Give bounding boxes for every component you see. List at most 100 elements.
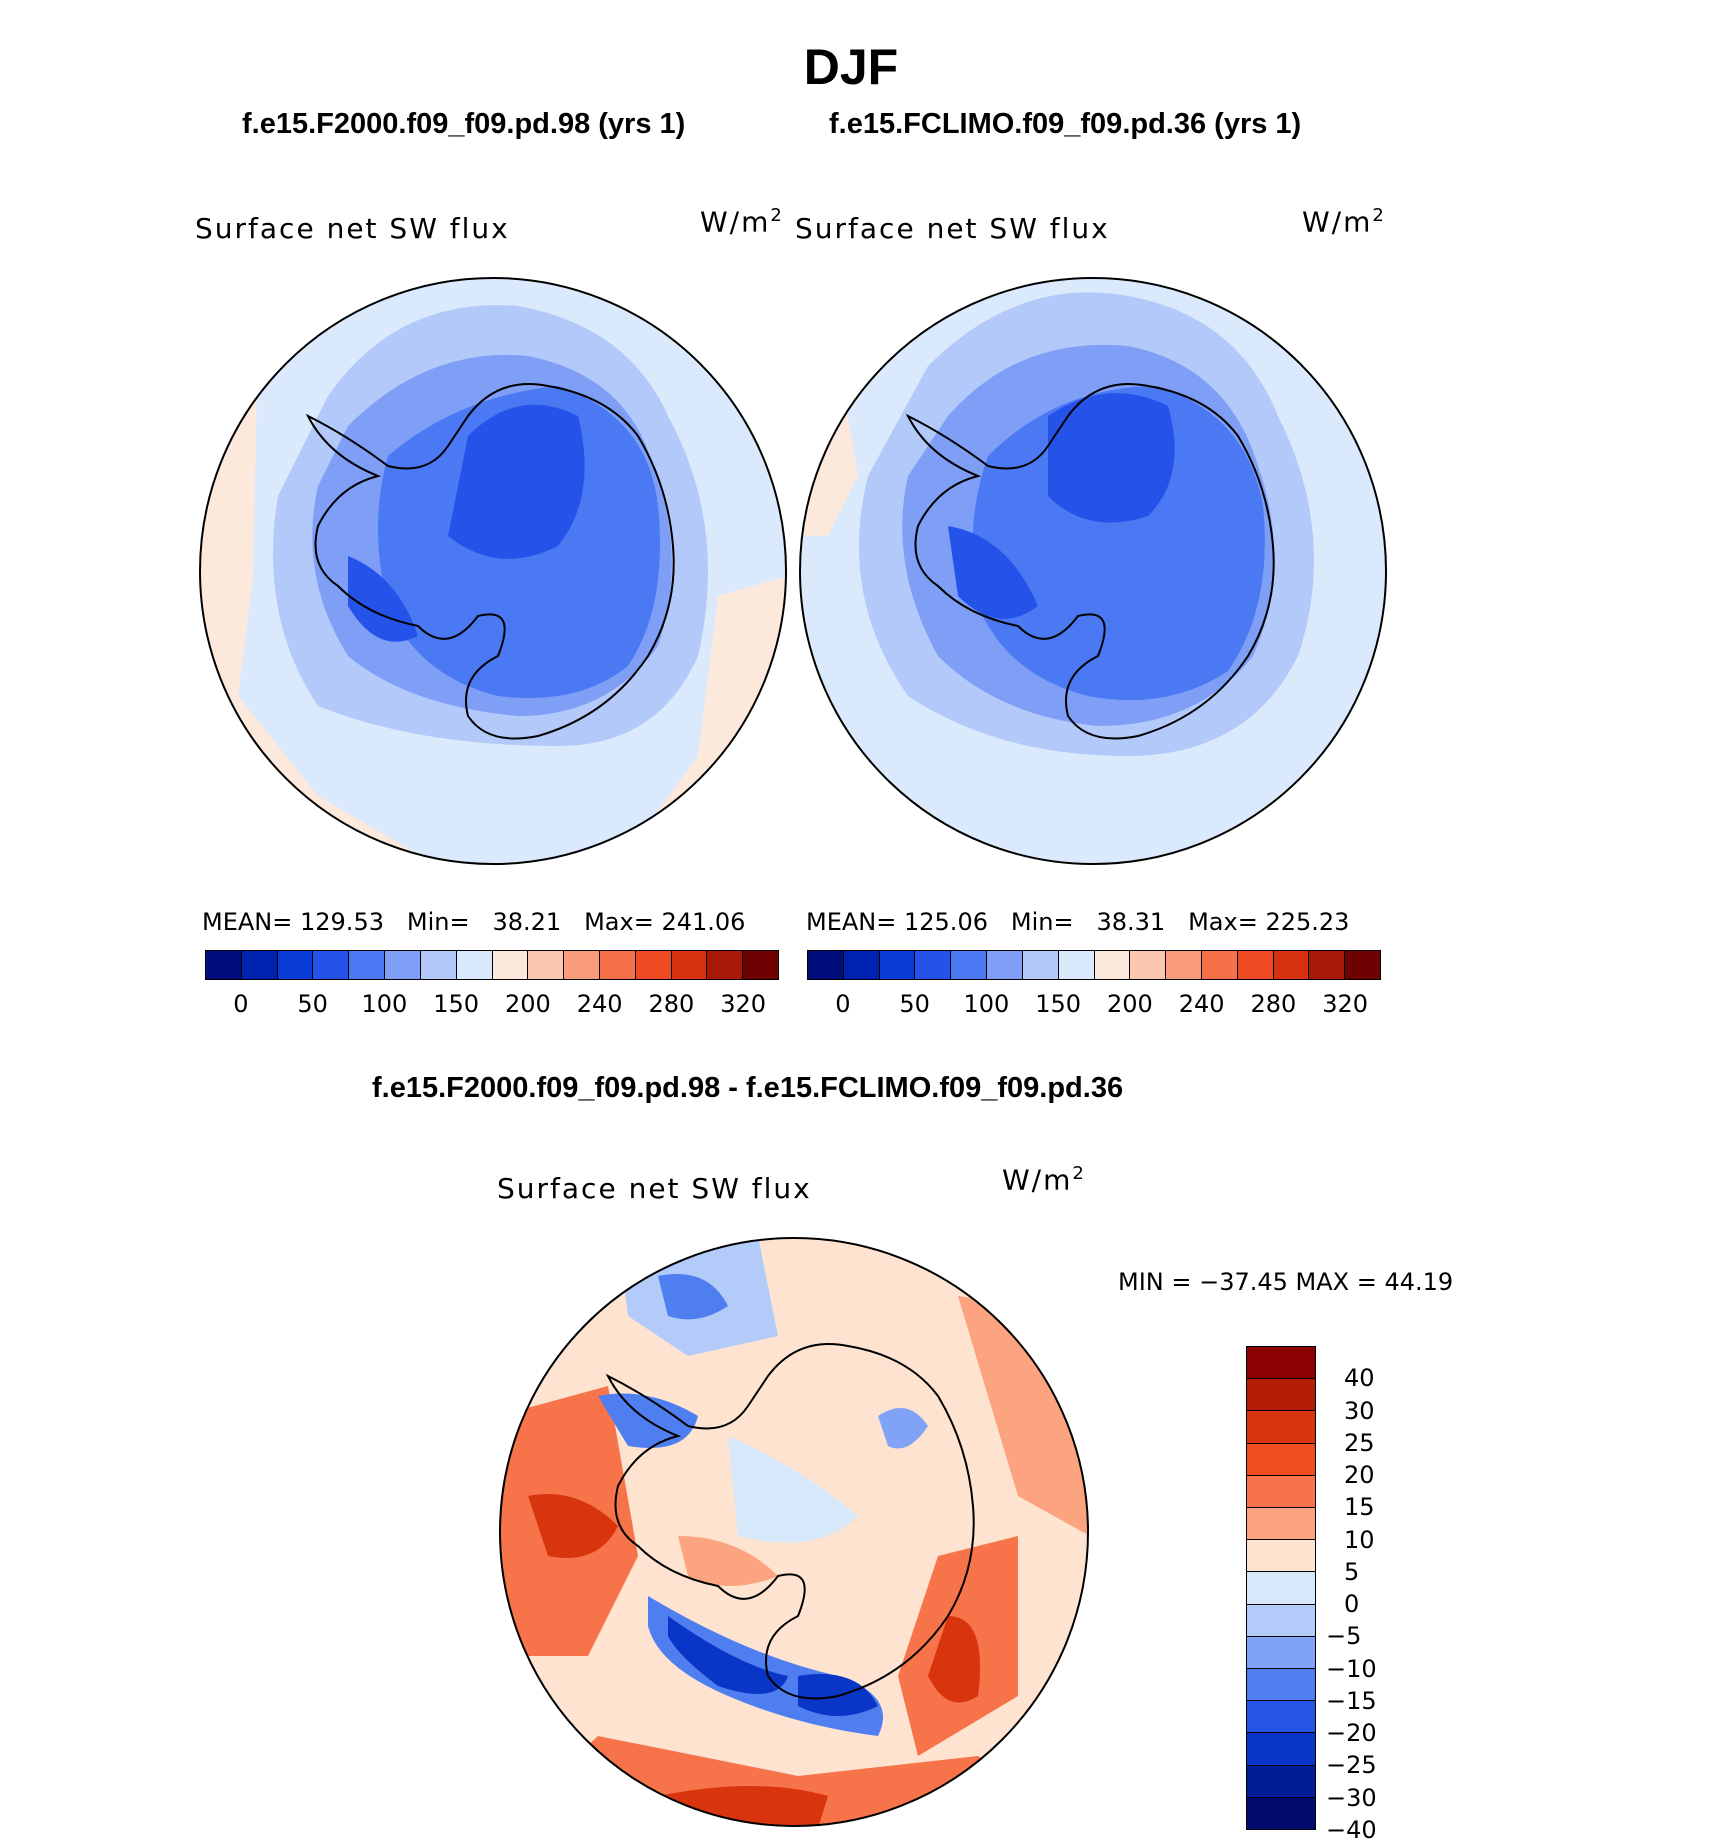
colorbar-swatch — [1273, 951, 1310, 979]
colorbar-tick-label: 320 — [1322, 990, 1369, 1018]
colorbar-tick-label: −5 — [1326, 1622, 1362, 1651]
colorbar-tick-label: 150 — [433, 990, 480, 1018]
colorbar-swatch — [1130, 951, 1167, 979]
colorbar-swatch — [1247, 1508, 1315, 1541]
colorbar-swatch — [456, 951, 493, 979]
colorbar-swatch — [1247, 1475, 1315, 1509]
colorbar-swatch — [1247, 1701, 1315, 1734]
stats-left: MEAN= 129.53 Min= 38.21 Max= 241.06 — [202, 908, 746, 936]
colorbar-swatch — [1247, 1669, 1315, 1702]
colorbar-tick-label: 40 — [1344, 1364, 1375, 1393]
colorbar-swatch — [528, 951, 565, 979]
polar-map-left — [199, 277, 787, 865]
colorbar-difference-ticks: 40 30 25 20 15 10 5 0 −5 −10 −15 −20 −25 −30 −40 — [1326, 1346, 1446, 1844]
difference-title: f.e15.F2000.f09_f09.pd.98 - f.e15.FCLIMO… — [372, 1072, 1124, 1104]
colorbar-swatch — [564, 951, 600, 979]
colorbar-swatch — [1166, 951, 1202, 979]
colorbar-tick-label: 280 — [1250, 990, 1297, 1018]
colorbar-swatch — [707, 951, 744, 979]
colorbar-tick-label: 5 — [1344, 1557, 1360, 1586]
polar-map-difference — [499, 1237, 1089, 1827]
units-label-right: W/m2 — [1302, 205, 1386, 239]
colorbar-swatch — [1237, 951, 1274, 979]
colorbar-tick-label: 0 — [835, 990, 851, 1018]
colorbar-tick-label: 0 — [233, 990, 249, 1018]
colorbar-swatch — [1345, 951, 1380, 979]
colorbar-swatch — [743, 951, 778, 979]
colorbar-swatch — [1247, 1797, 1315, 1830]
colorbar-tick-label: 50 — [297, 990, 328, 1018]
stats-right: MEAN= 125.06 Min= 38.31 Max= 225.23 — [806, 908, 1350, 936]
colorbar-swatch — [1094, 951, 1131, 979]
colorbar-tick-label: 240 — [1178, 990, 1225, 1018]
colorbar-tick-label: 240 — [576, 990, 623, 1018]
colorbar-swatch — [1247, 1379, 1315, 1412]
colorbar-tick-label: 150 — [1035, 990, 1082, 1018]
colorbar-swatch — [599, 951, 636, 979]
colorbar-tick-label: −15 — [1326, 1686, 1377, 1715]
variable-label-right: Surface net SW flux — [795, 212, 1110, 245]
colorbar-tick-label: 0 — [1344, 1590, 1360, 1619]
colorbar-swatch — [1247, 1572, 1315, 1605]
colorbar-swatch — [206, 951, 242, 979]
colorbar-swatch — [1247, 1733, 1315, 1766]
colorbar-swatch — [1247, 1411, 1315, 1444]
colorbar-right — [807, 950, 1381, 980]
case-title-right: f.e15.FCLIMO.f09_f09.pd.36 (yrs 1) — [829, 108, 1302, 140]
colorbar-swatch — [277, 951, 314, 979]
colorbar-tick-label: 100 — [361, 990, 408, 1018]
colorbar-swatch — [1201, 951, 1238, 979]
colorbar-swatch — [671, 951, 708, 979]
colorbar-tick-label: −20 — [1326, 1719, 1377, 1748]
colorbar-swatch — [808, 951, 844, 979]
polar-map-right — [799, 277, 1387, 865]
case-title-left: f.e15.F2000.f09_f09.pd.98 (yrs 1) — [242, 108, 686, 140]
difference-minmax: MIN = −37.45 MAX = 44.19 — [1118, 1268, 1454, 1296]
colorbar-swatch — [1058, 951, 1095, 979]
colorbar-swatch — [951, 951, 988, 979]
units-label-left: W/m2 — [700, 205, 784, 239]
colorbar-swatch — [1247, 1347, 1315, 1380]
colorbar-tick-label: 280 — [648, 990, 695, 1018]
colorbar-swatch — [241, 951, 278, 979]
colorbar-swatch — [492, 951, 529, 979]
colorbar-tick-label: 200 — [504, 990, 551, 1018]
colorbar-swatch — [349, 951, 386, 979]
colorbar-swatch — [313, 951, 350, 979]
colorbar-difference — [1246, 1346, 1316, 1830]
colorbar-swatch — [420, 951, 457, 979]
colorbar-left-ticks: 0 50 100 150 200 240 280 320 — [205, 990, 779, 1020]
colorbar-tick-label: 30 — [1344, 1396, 1375, 1425]
colorbar-tick-label: −10 — [1326, 1654, 1377, 1683]
colorbar-tick-label: −40 — [1326, 1816, 1377, 1844]
colorbar-tick-label: 200 — [1106, 990, 1153, 1018]
colorbar-tick-label: −30 — [1326, 1783, 1377, 1812]
colorbar-swatch — [1247, 1636, 1315, 1670]
colorbar-swatch — [1022, 951, 1059, 979]
colorbar-tick-label: 320 — [720, 990, 767, 1018]
variable-label-diff: Surface net SW flux — [497, 1172, 812, 1205]
colorbar-swatch — [635, 951, 672, 979]
colorbar-swatch — [987, 951, 1023, 979]
variable-label-left: Surface net SW flux — [195, 212, 510, 245]
colorbar-swatch — [879, 951, 916, 979]
colorbar-swatch — [1247, 1443, 1315, 1476]
units-label-diff: W/m2 — [1002, 1163, 1086, 1197]
colorbar-swatch — [915, 951, 952, 979]
colorbar-swatch — [385, 951, 421, 979]
colorbar-tick-label: −25 — [1326, 1751, 1377, 1780]
colorbar-right-ticks: 0 50 100 150 200 240 280 320 — [807, 990, 1381, 1020]
colorbar-swatch — [1247, 1765, 1315, 1798]
colorbar-tick-label: 15 — [1344, 1493, 1375, 1522]
colorbar-tick-label: 20 — [1344, 1461, 1375, 1490]
colorbar-swatch — [1309, 951, 1346, 979]
colorbar-swatch — [1247, 1604, 1315, 1637]
page-title: DJF — [803, 39, 899, 95]
colorbar-swatch — [1247, 1540, 1315, 1573]
colorbar-left — [205, 950, 779, 980]
colorbar-tick-label: 10 — [1344, 1525, 1375, 1554]
colorbar-swatch — [843, 951, 880, 979]
colorbar-tick-label: 25 — [1344, 1428, 1375, 1457]
colorbar-tick-label: 100 — [963, 990, 1010, 1018]
colorbar-tick-label: 50 — [899, 990, 930, 1018]
